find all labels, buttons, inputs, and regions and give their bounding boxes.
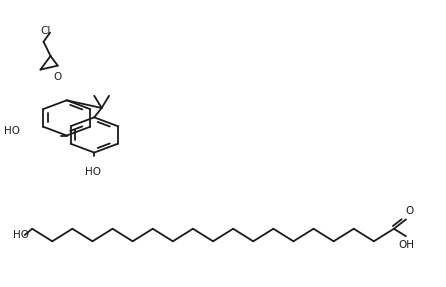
Text: OH: OH bbox=[399, 240, 415, 250]
Text: HO: HO bbox=[4, 126, 20, 136]
Text: HO: HO bbox=[13, 230, 29, 240]
Text: O: O bbox=[54, 72, 62, 82]
Text: HO: HO bbox=[85, 167, 101, 177]
Text: O: O bbox=[405, 206, 413, 216]
Text: Cl: Cl bbox=[41, 26, 51, 36]
